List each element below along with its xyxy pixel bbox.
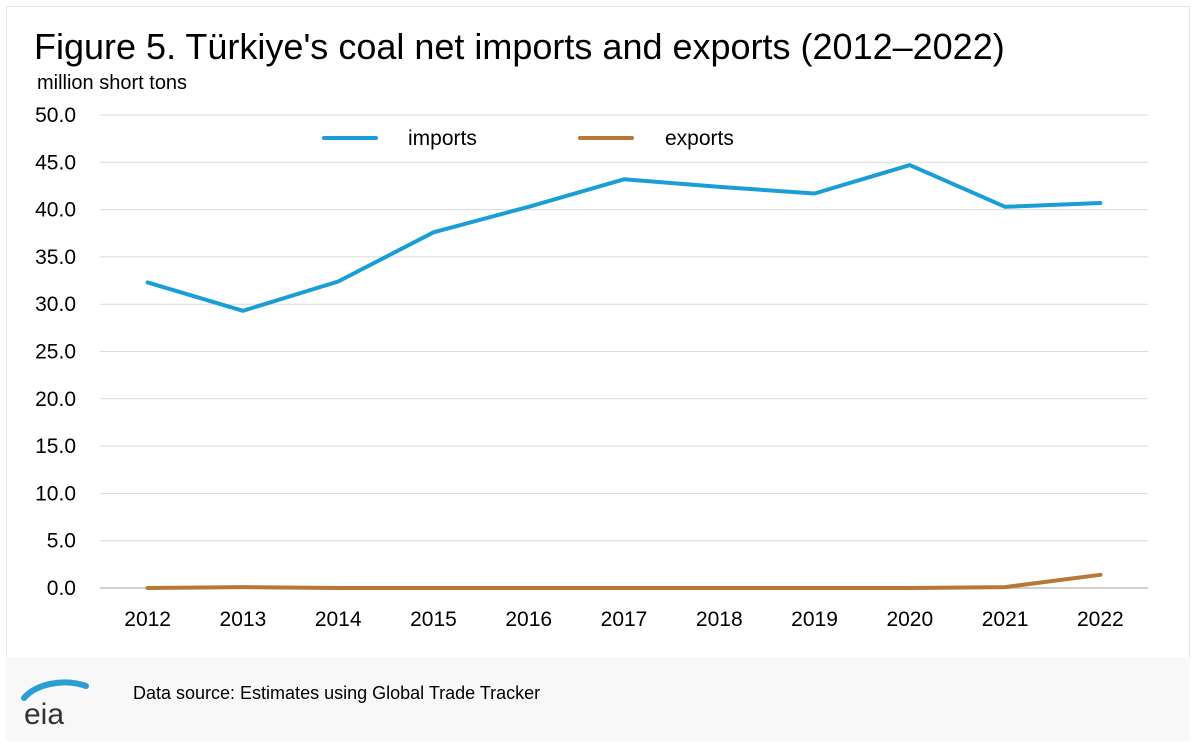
logo-text: eia bbox=[24, 698, 64, 731]
y-tick-label: 25.0 bbox=[35, 341, 76, 364]
y-tick-label: 10.0 bbox=[35, 482, 76, 505]
x-tick-label: 2021 bbox=[982, 608, 1029, 631]
series-line-imports bbox=[145, 163, 1103, 313]
x-tick-label: 2017 bbox=[601, 608, 648, 631]
series-lines bbox=[145, 163, 1103, 590]
y-tick-label: 15.0 bbox=[35, 435, 76, 458]
y-tick-label: 30.0 bbox=[35, 293, 76, 316]
series-line-exports bbox=[145, 572, 1103, 590]
y-tick-label: 50.0 bbox=[35, 104, 76, 127]
y-tick-label: 5.0 bbox=[47, 530, 76, 553]
data-source-note: Data source: Estimates using Global Trad… bbox=[133, 683, 541, 703]
y-tick-label: 45.0 bbox=[35, 151, 76, 174]
logo-swoosh bbox=[21, 679, 89, 701]
y-tick-label: 20.0 bbox=[35, 388, 76, 411]
x-tick-label: 2022 bbox=[1077, 608, 1124, 631]
y-tick-label: 0.0 bbox=[47, 577, 76, 600]
x-tick-label: 2013 bbox=[220, 608, 267, 631]
x-axis-ticks: 2012 2013 2014 2015 2016 2017 2018 2019 2020 2021… bbox=[124, 608, 1123, 631]
y-axis-unit-label: million short tons bbox=[37, 72, 188, 94]
y-axis-ticks: 0.0 5.0 10.0 15.0 20.0 25.0 30.0 35.0 40.0 45.0 50… bbox=[35, 104, 76, 600]
x-tick-label: 2014 bbox=[315, 608, 362, 631]
legend-label-exports: exports bbox=[665, 127, 734, 150]
x-tick-label: 2020 bbox=[886, 608, 933, 631]
x-tick-label: 2019 bbox=[791, 608, 838, 631]
gridlines bbox=[100, 114, 1148, 589]
chart-title: Figure 5. Türkiye's coal net imports and… bbox=[34, 26, 1005, 67]
x-tick-label: 2015 bbox=[410, 608, 457, 631]
x-tick-label: 2018 bbox=[696, 608, 743, 631]
y-tick-label: 40.0 bbox=[35, 199, 76, 222]
y-tick-label: 35.0 bbox=[35, 246, 76, 269]
line-chart: 0.0 5.0 10.0 15.0 20.0 25.0 30.0 35.0 40.0 45.0 50… bbox=[35, 104, 1148, 631]
x-tick-label: 2016 bbox=[505, 608, 552, 631]
legend: imports exports bbox=[322, 127, 734, 150]
x-tick-label: 2012 bbox=[124, 608, 171, 631]
eia-logo: eia bbox=[21, 679, 89, 731]
legend-label-imports: imports bbox=[408, 127, 477, 150]
footer bbox=[6, 657, 1190, 741]
